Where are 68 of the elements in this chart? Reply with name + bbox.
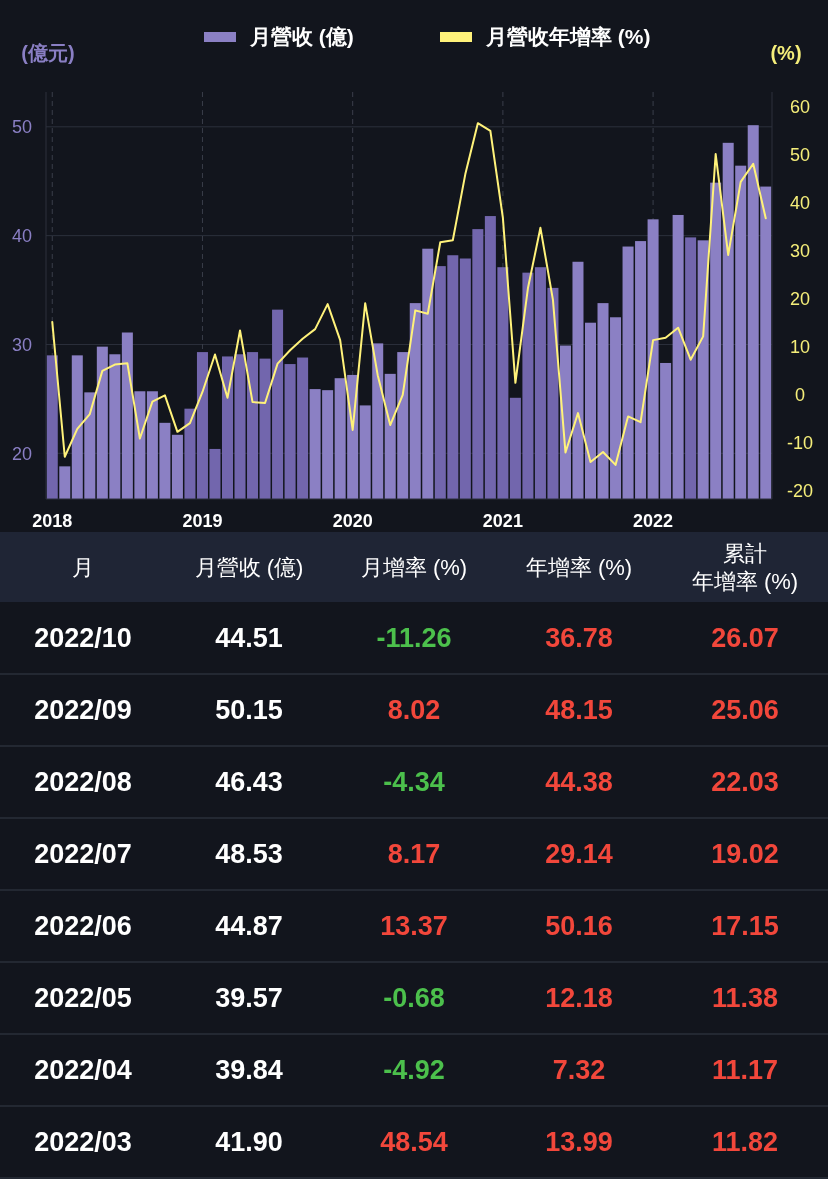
category-label: 2022/08 [34,767,132,798]
y2-tick-label: -20 [786,481,814,502]
data-label: 26.07 [711,623,779,654]
data-label: 44.87 [215,911,283,942]
y-tick-label: 30 [11,334,33,355]
data-label: 44.38 [545,767,613,798]
data-label: 48.15 [545,695,613,726]
data-label: 36.78 [545,623,613,654]
data-label: 50.15 [215,695,283,726]
data-label: 13.99 [545,1127,613,1158]
y2-tick-label: 30 [789,241,811,262]
data-label: 19.02 [711,839,779,870]
data-label: -11.26 [376,623,452,654]
data-label: 44.51 [215,623,283,654]
y2-tick-label: 40 [789,193,811,214]
data-label: 11.17 [711,1055,779,1086]
text: 月 [72,554,94,580]
data-label: -0.68 [383,983,445,1014]
y2-tick-label: 50 [789,145,811,166]
data-label: 17.15 [711,911,779,942]
data-label: 22.03 [711,767,779,798]
data-label: 8.17 [387,839,441,870]
category-label: 2022/07 [34,839,132,870]
text: 累計年增率 (%) [691,540,799,594]
legend-label: 月營收 (億) [249,25,354,49]
x-tick-label: 2019 [182,511,223,532]
y2-tick-label: -10 [786,433,814,454]
x-tick-label: 2020 [332,511,373,532]
data-label: 46.43 [215,767,283,798]
data-label: 7.32 [552,1055,606,1086]
data-label: -4.92 [383,1055,445,1086]
x-tick-label: 2018 [32,511,73,532]
y-axis-title: (億元) [21,42,75,64]
line-series [51,122,767,466]
category-label: 2022/03 [34,1127,132,1158]
category-label: 2022/10 [34,623,132,654]
data-label: 41.90 [215,1127,283,1158]
data-label: 39.57 [215,983,283,1014]
data-label: 13.37 [380,911,448,942]
x-tick-label: 2022 [633,511,674,532]
data-label: 11.82 [711,1127,779,1158]
category-label: 2022/04 [34,1055,132,1086]
y2-axis-title: (%) [770,42,802,64]
data-label: 39.84 [215,1055,283,1086]
text: 月營收 (億) [194,554,304,580]
y-tick-label: 20 [11,443,33,464]
text: 年增率 (%) [525,554,633,580]
y-tick-label: 40 [11,225,33,246]
y2-tick-label: 60 [789,97,811,118]
y2-tick-label: 20 [789,289,811,310]
data-label: 8.02 [387,695,441,726]
data-label: 11.38 [711,983,779,1014]
y2-tick-label: 0 [794,385,806,406]
data-label: 12.18 [545,983,613,1014]
legend-label: 月營收年增率 (%) [485,25,651,49]
y2-tick-label: 10 [789,337,811,358]
category-label: 2022/09 [34,695,132,726]
data-label: -4.34 [383,767,445,798]
text: 月增率 (%) [360,554,468,580]
data-label: 48.53 [215,839,283,870]
category-label: 2022/05 [34,983,132,1014]
data-label: 29.14 [545,839,613,870]
x-tick-label: 2021 [482,511,523,532]
data-label: 25.06 [711,695,779,726]
data-label: 50.16 [545,911,613,942]
y-tick-label: 50 [11,117,33,138]
category-label: 2022/06 [34,911,132,942]
data-label: 48.54 [380,1127,448,1158]
